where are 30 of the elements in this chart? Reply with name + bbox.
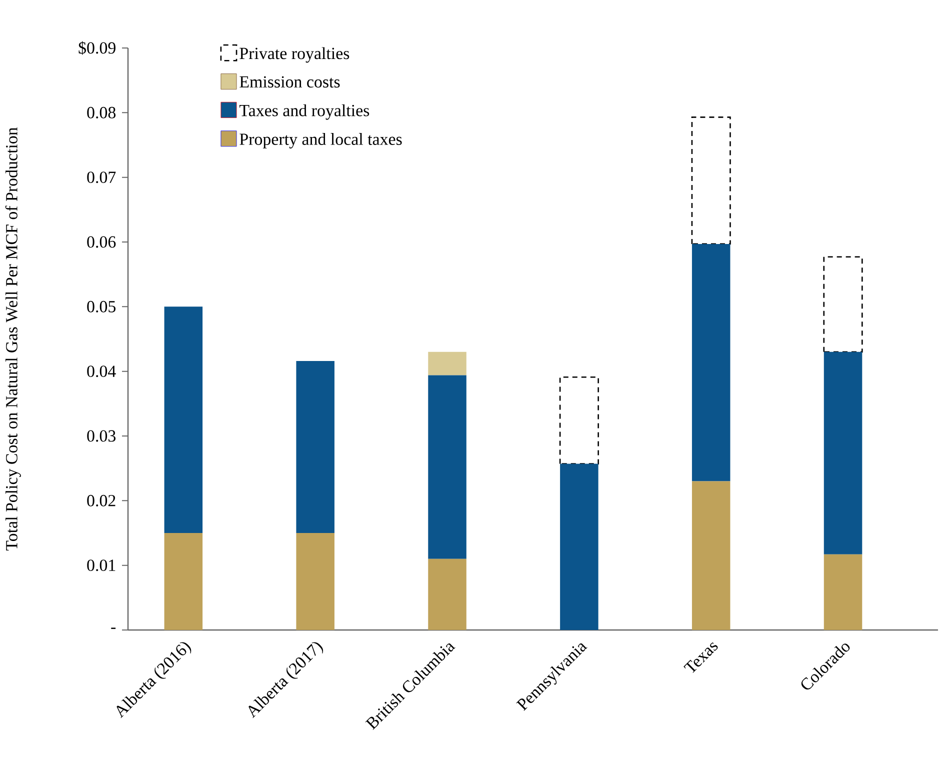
bar — [692, 244, 730, 482]
bar — [823, 256, 863, 353]
y-tick-label: - — [111, 628, 116, 629]
bar — [824, 554, 862, 630]
bar — [691, 116, 731, 245]
y-tick-label: $0.09 — [78, 41, 116, 55]
y-axis-title: Total Policy Cost on Natural Gas Well Per MCF of Production — [5, 127, 21, 551]
y-tick-label: 0.08 — [87, 106, 116, 118]
y-tick-label: 0.01 — [87, 560, 116, 572]
y-tick-label: 0.07 — [87, 172, 116, 184]
bar — [296, 360, 334, 533]
bar — [560, 464, 598, 630]
legend-label: Property and local taxes — [240, 133, 402, 148]
bar — [164, 306, 203, 533]
legend-label: Private royalties — [240, 47, 350, 63]
bar — [428, 558, 466, 630]
bar — [164, 533, 203, 630]
y-tick-label: 0.05 — [87, 300, 116, 312]
y-tick-label: 0.03 — [87, 430, 116, 442]
legend-label: Taxes and royalties — [239, 104, 370, 120]
y-tick-label: 0.02 — [87, 494, 116, 506]
bar — [559, 376, 599, 464]
bar — [428, 352, 466, 376]
y-tick-label: 0.04 — [87, 366, 116, 378]
bar — [692, 481, 730, 630]
legend-label: Emission costs — [240, 76, 340, 88]
bar — [428, 375, 466, 559]
y-tick-label: 0.06 — [87, 236, 116, 248]
bar — [824, 352, 862, 554]
bar — [296, 533, 334, 630]
